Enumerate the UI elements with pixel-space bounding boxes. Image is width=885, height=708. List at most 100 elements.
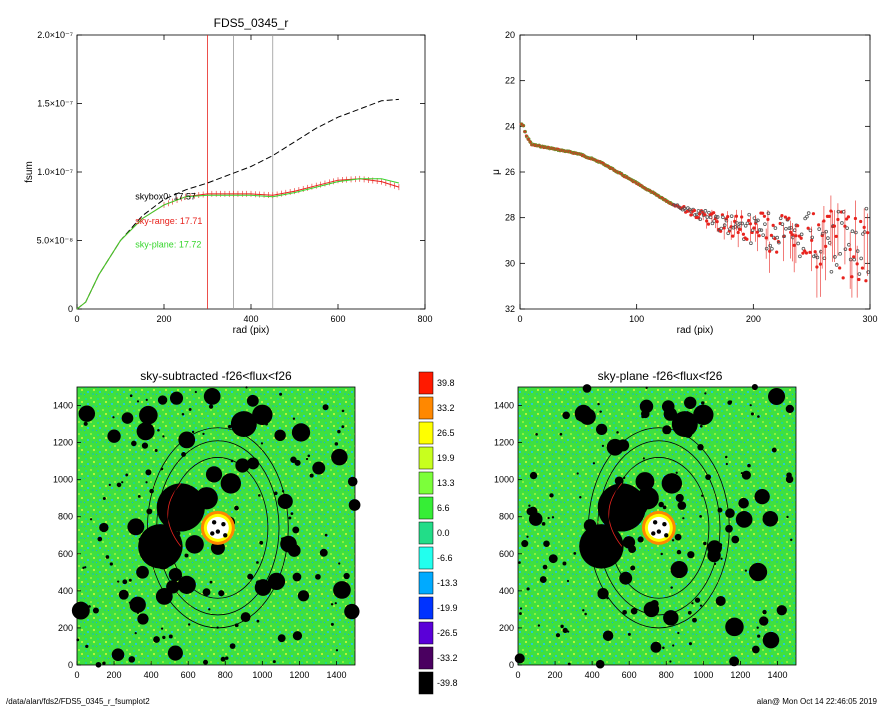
masked-source xyxy=(535,433,538,436)
image-y-tick-label: 400 xyxy=(58,586,73,596)
masked-source xyxy=(280,535,297,553)
masked-source xyxy=(776,605,787,616)
mu-point xyxy=(715,220,719,224)
mu-point xyxy=(771,223,775,228)
masked-source xyxy=(162,435,165,438)
masked-source xyxy=(121,412,134,424)
mu-point xyxy=(764,246,769,251)
masked-source xyxy=(675,493,684,503)
masked-source xyxy=(277,493,293,509)
mu-point xyxy=(682,206,687,210)
masked-source xyxy=(256,561,259,564)
mu-point xyxy=(735,221,739,225)
mu-point xyxy=(745,237,749,241)
masked-source xyxy=(181,413,185,416)
masked-source xyxy=(674,533,682,541)
mu-point xyxy=(761,211,765,215)
mu-point xyxy=(766,217,770,221)
masked-source xyxy=(687,551,695,559)
masked-source xyxy=(347,476,358,487)
masked-source xyxy=(255,580,262,586)
mu-x-tick-label: 100 xyxy=(629,314,644,324)
masked-source xyxy=(748,562,768,582)
colorbar-swatch xyxy=(418,496,434,520)
masked-source xyxy=(292,572,302,582)
mu-point xyxy=(790,233,795,237)
masked-source xyxy=(658,501,664,508)
image-x-tick-label: 600 xyxy=(181,670,196,680)
mu-point xyxy=(773,226,778,230)
mu-point xyxy=(794,234,798,238)
mu-point xyxy=(703,209,708,213)
image-x-tick-label: 1000 xyxy=(252,670,272,680)
masked-source xyxy=(129,596,146,613)
mu-point xyxy=(756,218,760,223)
aperture-ellipse xyxy=(156,440,280,616)
masked-source xyxy=(606,438,624,456)
mu-point xyxy=(784,227,788,231)
image-y-tick-label: 1200 xyxy=(53,438,73,448)
masked-source xyxy=(187,623,191,626)
mu-point xyxy=(729,214,734,218)
masked-source xyxy=(694,597,701,603)
core-mask-dot xyxy=(664,533,669,538)
masked-source xyxy=(543,540,550,547)
mu-point xyxy=(719,229,723,233)
masked-source xyxy=(635,472,655,491)
mu-point xyxy=(698,212,702,216)
mu-point xyxy=(840,221,844,225)
mu-x-label: rad (pix) xyxy=(677,325,714,336)
masked-galaxy xyxy=(636,487,659,510)
mu-point xyxy=(845,226,849,230)
masked-source xyxy=(127,414,131,418)
image-x-tick-label: 400 xyxy=(144,670,159,680)
mu-point xyxy=(860,266,865,270)
masked-galaxy xyxy=(220,473,242,494)
masked-source xyxy=(288,516,292,520)
masked-source xyxy=(227,424,232,429)
mu-point xyxy=(775,235,779,240)
masked-source xyxy=(751,645,760,654)
masked-source xyxy=(614,476,624,486)
masked-source xyxy=(335,590,338,593)
masked-galaxy xyxy=(230,411,257,438)
masked-source xyxy=(137,613,149,625)
masked-source xyxy=(191,430,195,434)
masked-source xyxy=(139,405,158,425)
masked-source xyxy=(341,409,345,413)
mu-point xyxy=(736,230,740,235)
mu-point xyxy=(810,238,814,242)
masked-source xyxy=(240,612,251,623)
image-x-tick-label: 400 xyxy=(585,670,600,680)
masked-source xyxy=(562,411,570,420)
core-mask-dot xyxy=(215,529,221,534)
masked-source xyxy=(604,636,608,639)
masked-source xyxy=(529,471,538,480)
colorbar-swatch xyxy=(418,646,434,670)
masked-source xyxy=(526,535,529,538)
masked-galaxy-edge xyxy=(167,483,182,547)
masked-source xyxy=(97,536,103,542)
mu-point xyxy=(769,233,774,237)
masked-source xyxy=(319,548,328,557)
masked-source xyxy=(562,627,568,633)
masked-source xyxy=(145,398,148,401)
mu-point xyxy=(721,215,725,220)
masked-source xyxy=(762,631,780,649)
mu-point xyxy=(789,230,793,234)
core-mask-dot xyxy=(656,529,662,534)
mu-y-tick-label: 32 xyxy=(505,304,515,314)
mu-point xyxy=(852,255,856,259)
masked-source xyxy=(707,540,722,556)
masked-source xyxy=(630,565,636,571)
masked-source xyxy=(128,601,132,604)
mu-point xyxy=(745,221,750,226)
mu-point xyxy=(764,236,768,240)
colorbar-swatch xyxy=(418,546,434,570)
masked-source xyxy=(627,632,631,636)
mu-point xyxy=(824,244,828,248)
masked-source xyxy=(167,645,183,661)
masked-source xyxy=(338,562,341,565)
fsum-x-tick-label: 800 xyxy=(417,314,432,324)
masked-source xyxy=(539,576,547,583)
